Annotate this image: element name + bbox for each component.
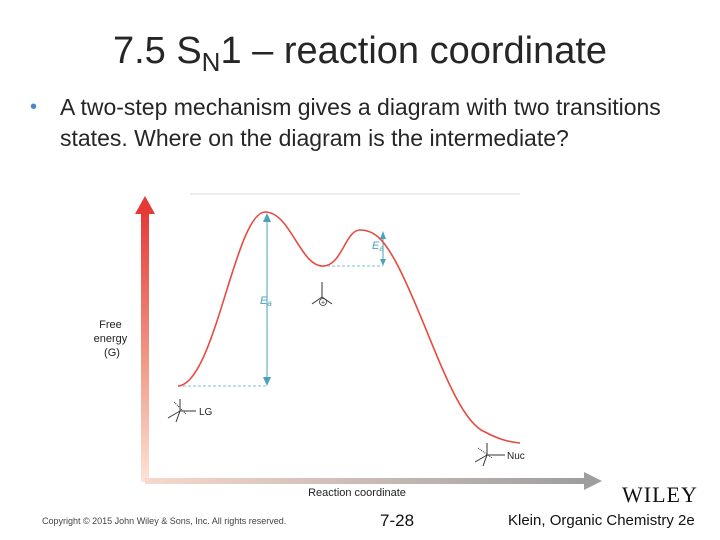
product-molecule — [474, 443, 505, 467]
ea2-label: Ea — [372, 240, 384, 253]
bullet-icon: • — [30, 96, 38, 118]
x-axis — [145, 478, 585, 484]
book-citation: Klein, Organic Chemistry 2e — [508, 512, 695, 529]
nuc-label: Nuc — [507, 451, 525, 462]
y-axis-label: Free energy (G) — [94, 319, 131, 359]
carbocation-intermediate — [311, 282, 333, 306]
slide-title: 7.5 SN1 – reaction coordinate — [112, 30, 608, 77]
publisher-logo: WILEY — [622, 482, 698, 507]
y-axis — [141, 210, 149, 482]
ea1-arrowhead-bottom — [263, 377, 271, 386]
bullet-point: • A two-step mechanism gives a diagram w… — [30, 92, 670, 154]
ea2-arrowhead-bottom — [380, 259, 386, 266]
carbocation-charge: + — [321, 300, 325, 307]
lg-label: LG — [199, 407, 213, 418]
x-axis-arrowhead — [584, 472, 602, 490]
x-axis-label: Reaction coordinate — [308, 487, 406, 499]
ea1-label: Ea — [260, 295, 272, 308]
page-number: 7-28 — [380, 511, 415, 530]
ea2-arrowhead-top — [380, 231, 386, 239]
energy-curve — [177, 211, 521, 444]
copyright-notice: Copyright © 2015 John Wiley & Sons, Inc.… — [42, 516, 287, 526]
ea1-arrowhead-top — [263, 213, 271, 222]
y-axis-arrowhead — [135, 196, 155, 214]
bullet-text: A two-step mechanism gives a diagram wit… — [60, 94, 661, 151]
reactant-molecule — [167, 399, 196, 423]
